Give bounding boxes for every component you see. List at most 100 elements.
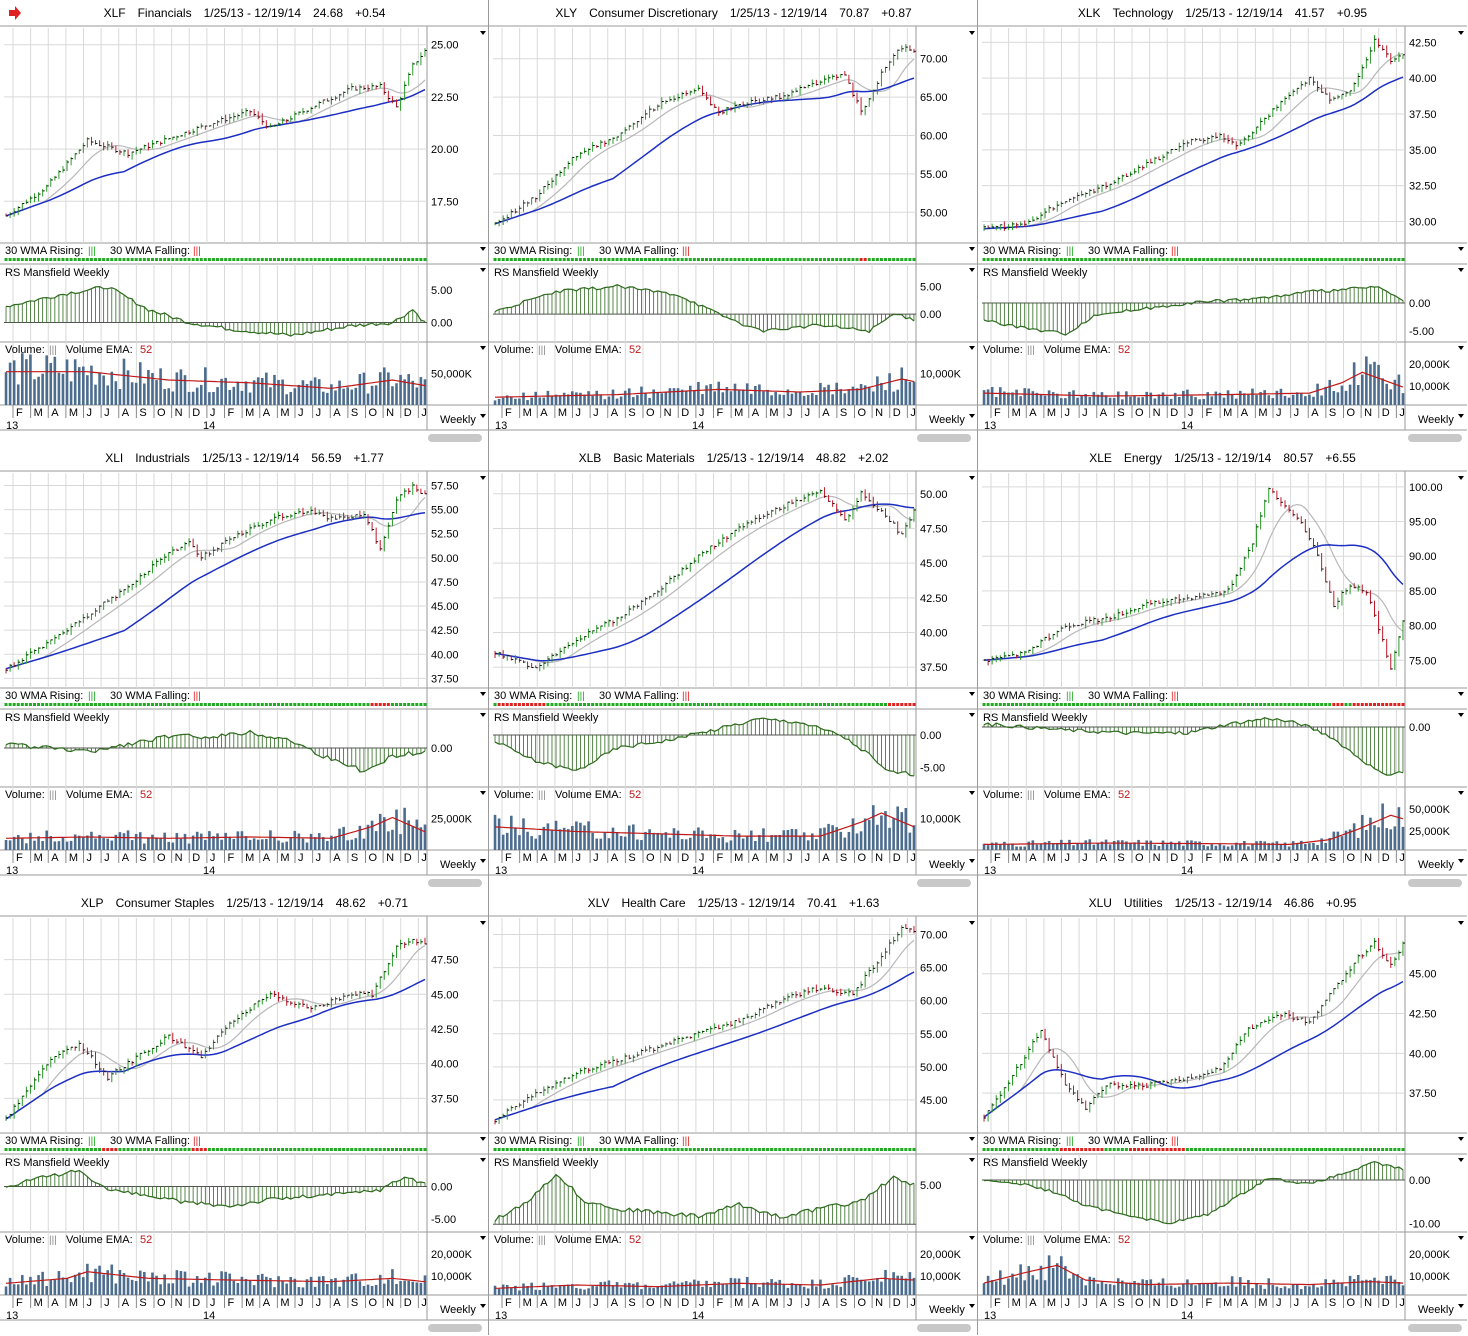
wma-dot — [374, 1148, 378, 1151]
volume-bar — [240, 390, 244, 405]
month-label: J — [421, 852, 427, 864]
volume-ema-line — [494, 378, 915, 398]
wma-dot — [150, 258, 154, 261]
falling-marker: ||| — [682, 246, 690, 257]
volume-bar — [256, 1274, 260, 1295]
volume-bar — [244, 381, 248, 405]
volume-bar — [281, 379, 284, 405]
wma-dot — [1385, 703, 1389, 706]
wma-dot — [986, 703, 990, 706]
volume-bar — [138, 362, 142, 405]
chart-svg: 57.5055.0052.5050.0047.5045.0042.5040.00… — [0, 470, 489, 877]
horizontal-scrollbar[interactable] — [428, 1324, 482, 1332]
wma-dot — [566, 258, 570, 261]
month-label: J — [576, 852, 582, 864]
wma-dot — [875, 703, 879, 706]
chart-panel-xli[interactable]: XLI Industrials 1/25/13 - 12/19/14 56.59 +1.… — [0, 445, 489, 890]
chart-panel-xlb[interactable]: XLB Basic Materials 1/25/13 - 12/19/14 48.8… — [489, 445, 978, 890]
wma-dot — [530, 703, 534, 706]
volume-bar — [1129, 396, 1132, 405]
volume-bar — [990, 387, 994, 405]
chart-panel-xly[interactable]: XLY Consumer Discretionary 1/25/13 - 12/19… — [489, 0, 978, 445]
price-tick-label: 30.00 — [1409, 217, 1437, 229]
volume-bar — [171, 391, 175, 405]
volume-bar — [733, 383, 737, 405]
horizontal-scrollbar[interactable] — [428, 434, 482, 442]
volume-bar — [1243, 840, 1246, 850]
wma-dot — [191, 1148, 195, 1151]
volume-bar — [876, 376, 879, 405]
volume-bar — [693, 390, 696, 405]
month-label: J — [1294, 852, 1300, 864]
horizontal-scrollbar[interactable] — [917, 879, 971, 887]
chart-panel-xlv[interactable]: XLV Health Care 1/25/13 - 12/19/14 70.41 +1.… — [489, 890, 978, 1335]
price-tick-label: 45.00 — [920, 1095, 948, 1107]
chart-panel-xlp[interactable]: XLP Consumer Staples 1/25/13 - 12/19/14 48.… — [0, 890, 489, 1335]
wma-dot — [1214, 703, 1218, 706]
horizontal-scrollbar[interactable] — [428, 879, 482, 887]
wma-dot — [806, 703, 810, 706]
wma-dot — [753, 258, 757, 261]
wma-dot — [163, 258, 167, 261]
volume-bar — [212, 1285, 215, 1295]
wma-dot — [1177, 703, 1181, 706]
month-label: M — [1047, 852, 1056, 864]
wma-dot — [175, 258, 179, 261]
wma-dot — [1051, 703, 1055, 706]
horizontal-scrollbar[interactable] — [917, 434, 971, 442]
wma-dot — [382, 258, 386, 261]
volume-bar — [701, 394, 704, 405]
volume-bar — [362, 1285, 366, 1295]
wma-dot — [794, 703, 798, 706]
volume-bar — [163, 1274, 166, 1295]
right-arrow-icon[interactable] — [9, 6, 21, 20]
volume-tick-label: 25,000K — [1409, 826, 1451, 838]
volume-bar — [501, 834, 505, 850]
volume-bar — [1125, 391, 1128, 405]
wma-dot — [20, 258, 24, 261]
wma-dot — [65, 703, 69, 706]
month-label: A — [1311, 852, 1319, 864]
volume-bar — [167, 1283, 171, 1295]
wma-dot — [272, 1148, 276, 1151]
volume-bar — [224, 1271, 227, 1295]
month-label: J — [104, 852, 110, 864]
volume-bar — [252, 1285, 256, 1295]
wma-dot — [220, 258, 224, 261]
wma-dot — [342, 703, 346, 706]
wma-dot — [1059, 703, 1063, 706]
volume-bar — [29, 832, 32, 850]
wma-dot — [1080, 703, 1084, 706]
ma30-line — [5, 978, 426, 1120]
volume-bar — [1051, 843, 1055, 850]
horizontal-scrollbar[interactable] — [1408, 434, 1462, 442]
wma-dot — [378, 703, 382, 706]
chart-panel-xle[interactable]: XLE Energy 1/25/13 - 12/19/14 80.57 +6.55 100… — [978, 445, 1468, 890]
ma30-line — [5, 88, 426, 217]
volume-bar — [1287, 846, 1291, 850]
wma-dot — [774, 703, 778, 706]
wma-dot — [1031, 703, 1035, 706]
volume-bar — [350, 389, 354, 405]
chart-panel-xlf[interactable]: XLF Financials 1/25/13 - 12/19/14 24.68 +0.5… — [0, 0, 489, 445]
volume-bar — [1084, 394, 1088, 405]
wma-dot — [122, 1148, 126, 1151]
menu-triangle-icon — [480, 1158, 486, 1162]
wma-dot — [1218, 703, 1222, 706]
wma-dot — [118, 258, 122, 261]
volume-bar — [370, 1286, 374, 1295]
volume-bar — [138, 832, 142, 850]
wma-dot — [778, 703, 782, 706]
chart-panel-xlk[interactable]: XLK Technology 1/25/13 - 12/19/14 41.57 +0.9… — [978, 0, 1468, 445]
volume-bar — [8, 1277, 12, 1295]
wma-dot — [12, 258, 16, 261]
volume-bar — [1068, 839, 1071, 850]
wma-dot — [1295, 258, 1299, 261]
volume-bar — [403, 379, 406, 405]
wma-dot — [1169, 258, 1173, 261]
volume-bar — [697, 827, 700, 850]
year-label: 14 — [1181, 865, 1193, 877]
volume-bar — [175, 372, 179, 405]
horizontal-scrollbar[interactable] — [1408, 879, 1462, 887]
volume-bar — [575, 392, 578, 405]
